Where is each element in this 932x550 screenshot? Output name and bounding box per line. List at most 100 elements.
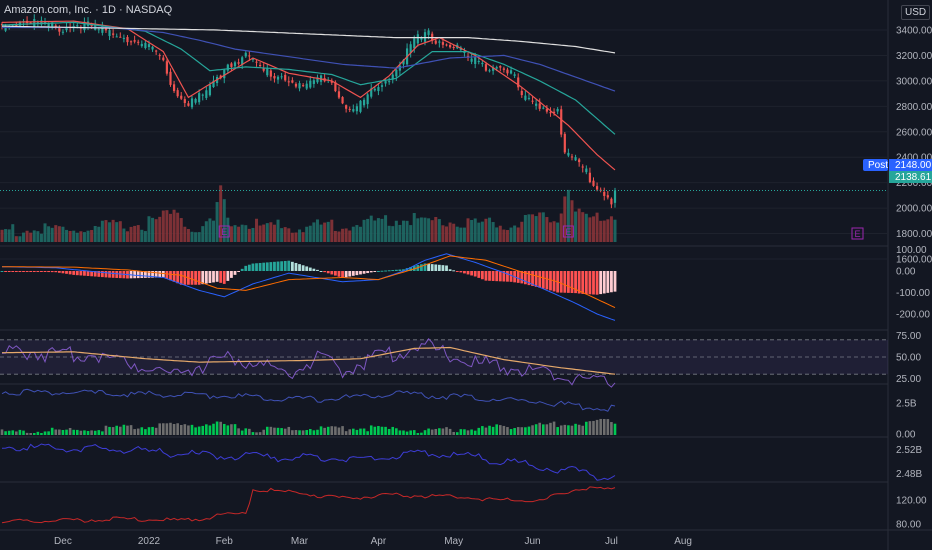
volume-bar	[480, 221, 484, 242]
candle-body	[208, 84, 212, 96]
volume-bar	[208, 218, 212, 242]
candle-body	[284, 74, 287, 81]
macd-histogram-bar	[75, 271, 79, 276]
candle-body	[545, 108, 548, 112]
indicator-bar	[212, 423, 215, 435]
macd-histogram-bar	[301, 265, 305, 271]
indicator-bar	[455, 432, 459, 435]
currency-button[interactable]: USD	[901, 5, 931, 20]
candle-body	[359, 100, 362, 112]
candle-body	[613, 190, 617, 203]
earnings-marker[interactable]	[851, 227, 864, 240]
indicator-bar	[484, 427, 488, 435]
macd-histogram-bar	[581, 271, 585, 294]
volume-bar	[581, 212, 585, 242]
candle-body	[345, 105, 348, 109]
macd-histogram-bar	[40, 271, 43, 272]
indicator-bar	[323, 427, 326, 435]
earnings-marker[interactable]	[562, 225, 574, 238]
macd-histogram-bar	[147, 271, 151, 278]
indicator-bar	[72, 429, 75, 435]
volume-bar	[104, 220, 108, 242]
macd-histogram-bar	[54, 271, 58, 273]
indicator-bar	[402, 430, 405, 435]
indicator-bar	[219, 421, 222, 435]
volume-bar	[570, 200, 574, 242]
macd-histogram-bar	[420, 264, 423, 271]
macd-histogram-bar	[244, 265, 248, 271]
volume-bar	[108, 222, 112, 242]
volume-bar	[452, 223, 456, 242]
candle-body	[488, 70, 491, 72]
candle-body	[147, 44, 151, 48]
macd-histogram-bar	[287, 260, 291, 271]
macd-histogram-bar	[351, 271, 355, 276]
interval[interactable]: 1D	[101, 4, 116, 16]
candle-body	[380, 85, 384, 87]
volume-bar	[176, 212, 180, 242]
candle-body	[409, 44, 412, 53]
candle-body	[108, 30, 111, 37]
candle-body	[255, 61, 258, 63]
candle-body	[97, 29, 100, 31]
volume-bar	[290, 232, 294, 242]
candle-body	[524, 95, 527, 100]
volume-bar	[172, 209, 176, 242]
candle-body	[448, 44, 452, 48]
indicator-bar	[470, 429, 473, 435]
volume-bar	[219, 185, 223, 242]
volume-bar	[57, 226, 61, 242]
indicator-bar	[15, 431, 18, 435]
volume-bar	[416, 218, 420, 242]
volume-bar	[36, 231, 40, 242]
candle-body	[402, 59, 405, 65]
indicator-bar	[111, 427, 115, 435]
volume-bar	[574, 211, 578, 242]
volume-bar	[348, 230, 352, 242]
volume-bar	[366, 218, 370, 242]
macd-histogram-bar	[7, 271, 11, 272]
volume-bar	[43, 223, 47, 242]
macd-histogram-bar	[359, 271, 362, 275]
candle-body	[172, 84, 176, 92]
candle-body	[212, 80, 215, 88]
volume-bar	[470, 219, 474, 242]
macd-histogram-bar	[29, 271, 33, 272]
candle-body	[495, 67, 498, 69]
volume-bar	[212, 220, 216, 242]
indicator-bar	[513, 428, 516, 435]
candle-body	[520, 90, 523, 96]
volume-bar	[283, 227, 287, 242]
indicator-bar	[276, 427, 280, 435]
candle-body	[302, 85, 305, 87]
rsi-line	[1, 337, 616, 388]
indicator-bar	[54, 429, 58, 435]
candle-body	[162, 57, 165, 61]
post-price: 2148.00	[895, 160, 932, 171]
volume-bar	[140, 229, 144, 242]
volume-bar	[559, 213, 563, 242]
volume-bar	[147, 216, 151, 242]
indicator-bar	[298, 430, 301, 435]
candle-body	[287, 81, 290, 83]
earnings-marker[interactable]	[218, 225, 230, 238]
macd-histogram-bar	[283, 260, 287, 271]
indicator-bar	[380, 426, 384, 435]
volume-bar	[186, 229, 190, 242]
candle-body	[481, 62, 484, 65]
indicator-bar	[531, 425, 534, 435]
candle-body	[384, 81, 387, 84]
indicator-bar	[599, 418, 602, 435]
indicator-bar	[344, 431, 348, 435]
indicator-bar	[538, 422, 542, 435]
indicator-bar	[606, 419, 610, 435]
indicator-bar	[179, 424, 183, 435]
volume-bar	[0, 229, 4, 242]
macd-histogram-bar	[86, 271, 90, 276]
candle-body	[65, 27, 68, 31]
indicator-bar	[90, 430, 93, 435]
volume-bar	[394, 220, 398, 242]
candle-body	[248, 55, 251, 57]
volume-bar	[222, 199, 226, 242]
